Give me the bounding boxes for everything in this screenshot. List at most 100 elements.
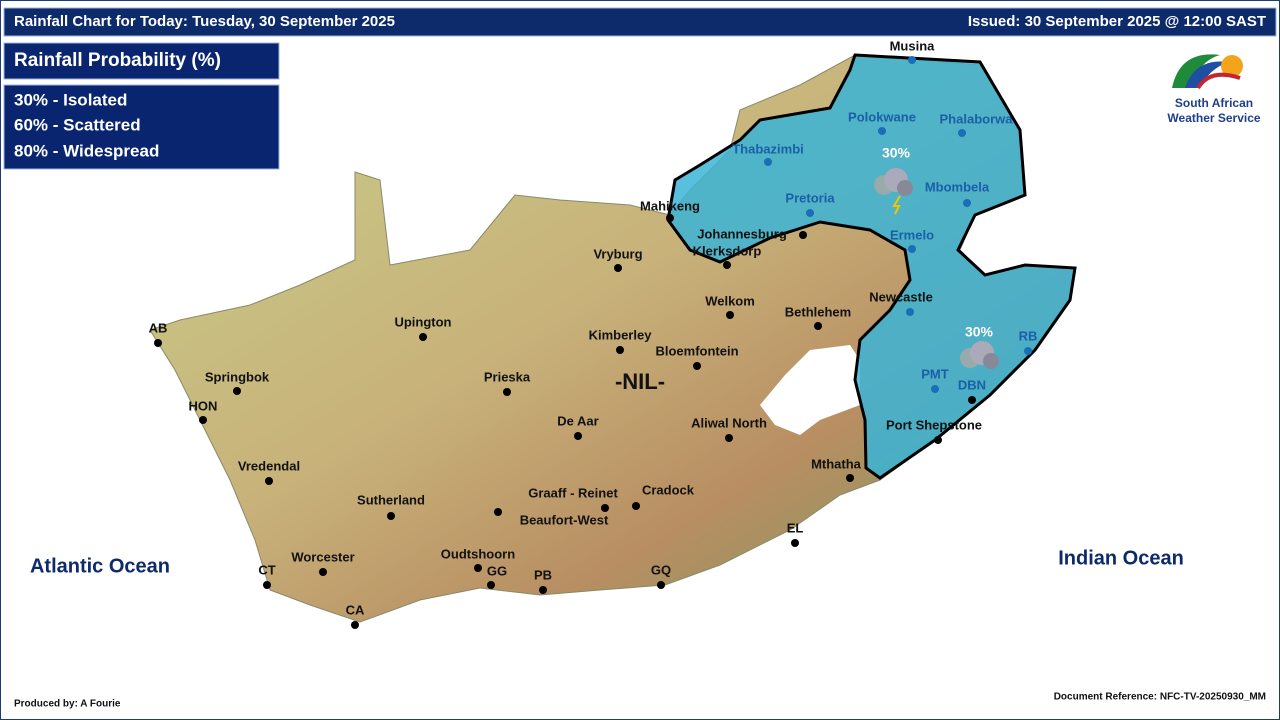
city-dot bbox=[908, 245, 916, 253]
city-label: Oudtshoorn bbox=[441, 546, 515, 561]
city-label: Aliwal North bbox=[691, 415, 767, 430]
city-dot bbox=[846, 474, 854, 482]
legend-box bbox=[3, 84, 280, 170]
city-dot bbox=[931, 385, 939, 393]
city-label: Musina bbox=[890, 38, 936, 53]
city-label: Bloemfontein bbox=[655, 343, 738, 358]
city-label: Klerksdorp bbox=[693, 243, 762, 258]
city-dot bbox=[1024, 347, 1032, 355]
city-dot bbox=[263, 581, 271, 589]
city-dot bbox=[906, 308, 914, 316]
city-dot bbox=[725, 434, 733, 442]
city-label: Thabazimbi bbox=[732, 141, 804, 156]
city-dot bbox=[878, 127, 886, 135]
city-label: PMT bbox=[921, 366, 949, 381]
city-label: Vryburg bbox=[593, 246, 642, 261]
city-dot bbox=[387, 512, 395, 520]
city-label: Port Shepstone bbox=[886, 417, 982, 432]
legend-title: Rainfall Probability (%) bbox=[14, 50, 221, 71]
city-dot bbox=[419, 333, 427, 341]
city-label: Ermelo bbox=[890, 227, 934, 242]
city-label: AB bbox=[149, 320, 168, 335]
city-label: Newcastle bbox=[869, 289, 933, 304]
ocean-label: Atlantic Ocean bbox=[30, 555, 170, 577]
city-dot bbox=[539, 586, 547, 594]
legend-item: 30% - Isolated bbox=[14, 90, 127, 109]
city-dot bbox=[494, 508, 502, 516]
logo: South African Weather Service bbox=[1167, 54, 1261, 125]
city-dot bbox=[791, 539, 799, 547]
city-label: Graaff - Reinet bbox=[528, 485, 618, 500]
legend-item: 60% - Scattered bbox=[14, 115, 141, 134]
city-label: DBN bbox=[958, 377, 986, 392]
logo-text: Weather Service bbox=[1167, 111, 1260, 125]
city-dot bbox=[154, 339, 162, 347]
city-label: Upington bbox=[394, 314, 451, 329]
legend-title-box bbox=[3, 42, 280, 80]
city-label: CA bbox=[346, 602, 365, 617]
city-dot bbox=[265, 477, 273, 485]
city-dot bbox=[614, 264, 622, 272]
header-issued: Issued: 30 September 2025 @ 12:00 SAST bbox=[968, 13, 1266, 30]
city-label: Phalaborwa bbox=[940, 111, 1014, 126]
city-label: Vredendal bbox=[238, 458, 300, 473]
city-label: Mthatha bbox=[811, 456, 862, 471]
city-dot bbox=[693, 362, 701, 370]
weather-icon bbox=[960, 341, 999, 369]
logo-text: South African bbox=[1175, 96, 1253, 110]
city-label: PB bbox=[534, 567, 552, 582]
ocean-label: Indian Ocean bbox=[1058, 547, 1184, 569]
city-label: Pretoria bbox=[785, 190, 835, 205]
city-dot bbox=[233, 387, 241, 395]
city-dot bbox=[958, 129, 966, 137]
city-dot bbox=[616, 346, 624, 354]
city-label: HON bbox=[189, 398, 218, 413]
city-label: Bethlehem bbox=[785, 304, 851, 319]
city-label: Worcester bbox=[291, 549, 354, 564]
lesotho bbox=[760, 345, 860, 435]
city-dot bbox=[503, 388, 511, 396]
city-dot bbox=[199, 416, 207, 424]
city-label: Mbombela bbox=[925, 179, 990, 194]
city-label: Welkom bbox=[705, 293, 755, 308]
city-dot bbox=[723, 261, 731, 269]
city-label: Polokwane bbox=[848, 109, 916, 124]
city-label: CT bbox=[258, 562, 275, 577]
city-dot bbox=[934, 436, 942, 444]
city-label: Mahikeng bbox=[640, 198, 700, 213]
region-label: -NIL- bbox=[615, 369, 665, 394]
weather-icon bbox=[874, 168, 913, 215]
city-dot bbox=[908, 56, 916, 64]
city-label: Cradock bbox=[642, 482, 695, 497]
city-dot bbox=[764, 158, 772, 166]
city-dot bbox=[806, 209, 814, 217]
region-label: 30% bbox=[965, 324, 994, 340]
city-label: Johannesburg bbox=[697, 226, 787, 241]
city-dot bbox=[814, 322, 822, 330]
city-label: Beaufort-West bbox=[520, 512, 609, 527]
city-dot bbox=[666, 214, 674, 222]
footer-producer: Produced by: A Fourie bbox=[14, 699, 121, 710]
header-bar bbox=[3, 7, 1277, 37]
city-label: Prieska bbox=[484, 369, 531, 384]
city-dot bbox=[657, 581, 665, 589]
city-label: GG bbox=[487, 563, 507, 578]
city-label: Kimberley bbox=[589, 327, 653, 342]
city-dot bbox=[799, 231, 807, 239]
city-dot bbox=[726, 311, 734, 319]
city-dot bbox=[968, 396, 976, 404]
city-dot bbox=[632, 502, 640, 510]
city-label: Sutherland bbox=[357, 492, 425, 507]
city-label: EL bbox=[787, 520, 804, 535]
city-dot bbox=[351, 621, 359, 629]
city-dot bbox=[319, 568, 327, 576]
region-label: 30% bbox=[882, 145, 911, 161]
city-dot bbox=[601, 504, 609, 512]
city-dot bbox=[487, 581, 495, 589]
city-label: GQ bbox=[651, 562, 671, 577]
city-dot bbox=[474, 564, 482, 572]
city-label: RB bbox=[1019, 328, 1038, 343]
header-title: Rainfall Chart for Today: Tuesday, 30 Se… bbox=[14, 13, 395, 30]
footer-reference: Document Reference: NFC-TV-20250930_MM bbox=[1054, 692, 1266, 703]
